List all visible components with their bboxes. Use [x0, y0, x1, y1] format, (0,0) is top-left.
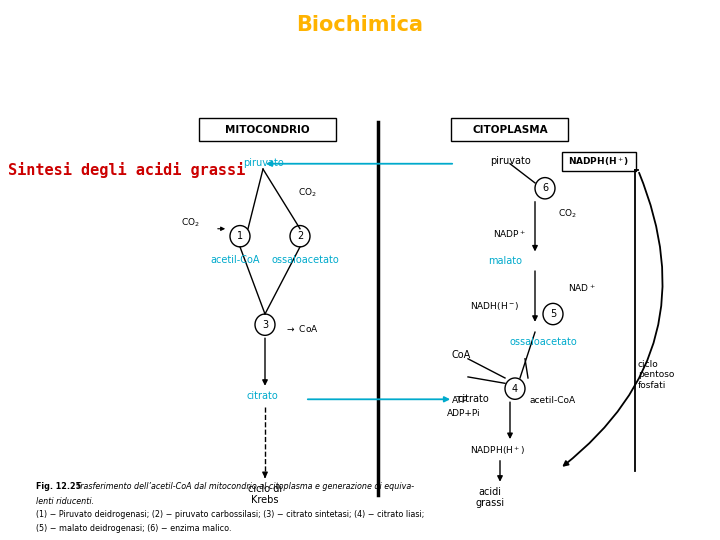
FancyBboxPatch shape	[562, 152, 636, 171]
Text: CO$_2$: CO$_2$	[298, 186, 317, 199]
Text: Trasferimento dell’acetil-CoA dal mitocondrio al citoplasma e generazione di equ: Trasferimento dell’acetil-CoA dal mitoco…	[76, 482, 414, 491]
FancyBboxPatch shape	[451, 118, 568, 141]
Text: citrato: citrato	[457, 394, 489, 404]
Text: malato: malato	[488, 256, 522, 266]
Text: 4: 4	[512, 383, 518, 394]
Text: citrato: citrato	[246, 391, 278, 401]
Text: Fig. 12.25: Fig. 12.25	[36, 482, 84, 491]
Circle shape	[543, 303, 563, 325]
Text: ATP: ATP	[452, 396, 468, 405]
Text: $\rightarrow$ CoA: $\rightarrow$ CoA	[285, 323, 319, 334]
Text: ossaloacetato: ossaloacetato	[271, 255, 339, 265]
Text: 6: 6	[542, 183, 548, 193]
Text: ADP+Pi: ADP+Pi	[447, 409, 481, 418]
Circle shape	[505, 378, 525, 399]
Text: NAD$^+$: NAD$^+$	[568, 282, 595, 294]
Text: MITOCONDRIO: MITOCONDRIO	[225, 125, 310, 134]
Circle shape	[535, 178, 555, 199]
Text: NADPH(H$^+$): NADPH(H$^+$)	[568, 156, 629, 168]
Text: piruvato: piruvato	[243, 158, 284, 168]
Text: acidi
grassi: acidi grassi	[475, 487, 505, 508]
Circle shape	[290, 226, 310, 247]
Text: CO$_2$: CO$_2$	[181, 216, 200, 228]
Text: CoA: CoA	[452, 350, 472, 360]
Text: 5: 5	[550, 309, 556, 319]
Circle shape	[255, 314, 275, 335]
Text: CITOPLASMA: CITOPLASMA	[472, 125, 548, 134]
Text: 2: 2	[297, 231, 303, 241]
Text: NADPH(H$^+$): NADPH(H$^+$)	[470, 444, 525, 457]
Text: 3: 3	[262, 320, 268, 330]
Text: Sintesi degli acidi grassi: Sintesi degli acidi grassi	[8, 161, 246, 178]
Text: ciclo
pentoso
fosfati: ciclo pentoso fosfati	[638, 360, 675, 390]
Text: (5) − malato deidrogenasi; (6) − enzima malico.: (5) − malato deidrogenasi; (6) − enzima …	[36, 524, 232, 533]
Text: NADH(H$^-$): NADH(H$^-$)	[470, 300, 520, 312]
Text: (1) − Piruvato deidrogenasi; (2) − piruvato carbossilasi; (3) − citrato sintetas: (1) − Piruvato deidrogenasi; (2) − piruv…	[36, 510, 424, 519]
Text: ciclo di
Krebs: ciclo di Krebs	[248, 483, 282, 505]
Text: ossaloacetato: ossaloacetato	[510, 338, 577, 347]
Circle shape	[230, 226, 250, 247]
Text: CO$_2$: CO$_2$	[558, 207, 577, 220]
Text: 1: 1	[237, 231, 243, 241]
Text: lenti riducenti.: lenti riducenti.	[36, 497, 94, 506]
Text: piruvato: piruvato	[490, 156, 531, 166]
Text: acetil-CoA: acetil-CoA	[210, 255, 260, 265]
Text: NADP$^+$: NADP$^+$	[493, 229, 526, 240]
Text: Biochimica: Biochimica	[297, 15, 423, 35]
Text: acetil-CoA: acetil-CoA	[530, 396, 576, 405]
FancyBboxPatch shape	[199, 118, 336, 141]
